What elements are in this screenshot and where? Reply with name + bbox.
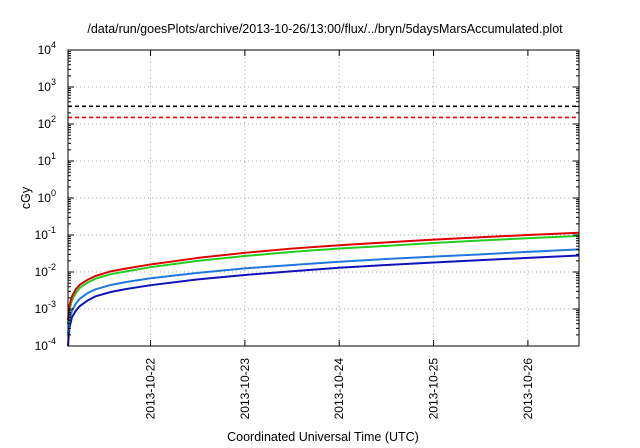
y-tick-label: 100 xyxy=(38,188,56,205)
y-tick-label: 103 xyxy=(38,77,56,94)
chart-title: /data/run/goesPlots/archive/2013-10-26/1… xyxy=(87,22,563,36)
y-tick-label: 10-2 xyxy=(35,262,56,279)
y-tick-label: 10-1 xyxy=(35,225,56,242)
y-axis-ticks: 10-4 10-3 10-2 10-1 100 101 102 103 104 xyxy=(35,40,579,353)
grid xyxy=(68,50,579,346)
x-axis-ticks: 2013-10-22 2013-10-23 2013-10-24 2013-10-25… xyxy=(144,50,535,419)
y-tick-label: 101 xyxy=(38,151,56,168)
series-line xyxy=(67,248,580,335)
series-line xyxy=(67,231,580,321)
series-line xyxy=(67,234,580,324)
x-tick-label: 2013-10-26 xyxy=(521,358,535,420)
y-tick-label: 10-3 xyxy=(35,299,56,316)
y-tick-label: 102 xyxy=(38,114,56,131)
x-tick-label: 2013-10-22 xyxy=(144,358,158,420)
x-tick-label: 2013-10-23 xyxy=(238,358,252,420)
x-axis-label: Coordinated Universal Time (UTC) xyxy=(227,430,419,444)
series-lines xyxy=(67,231,580,347)
y-axis-label: cGy xyxy=(19,186,33,209)
x-tick-label: 2013-10-25 xyxy=(427,358,441,420)
x-tick-label: 2013-10-24 xyxy=(332,358,346,420)
reference-lines xyxy=(68,105,579,119)
y-tick-label: 10-4 xyxy=(35,336,56,353)
y-tick-label: 104 xyxy=(38,40,56,57)
series-line xyxy=(67,254,580,347)
